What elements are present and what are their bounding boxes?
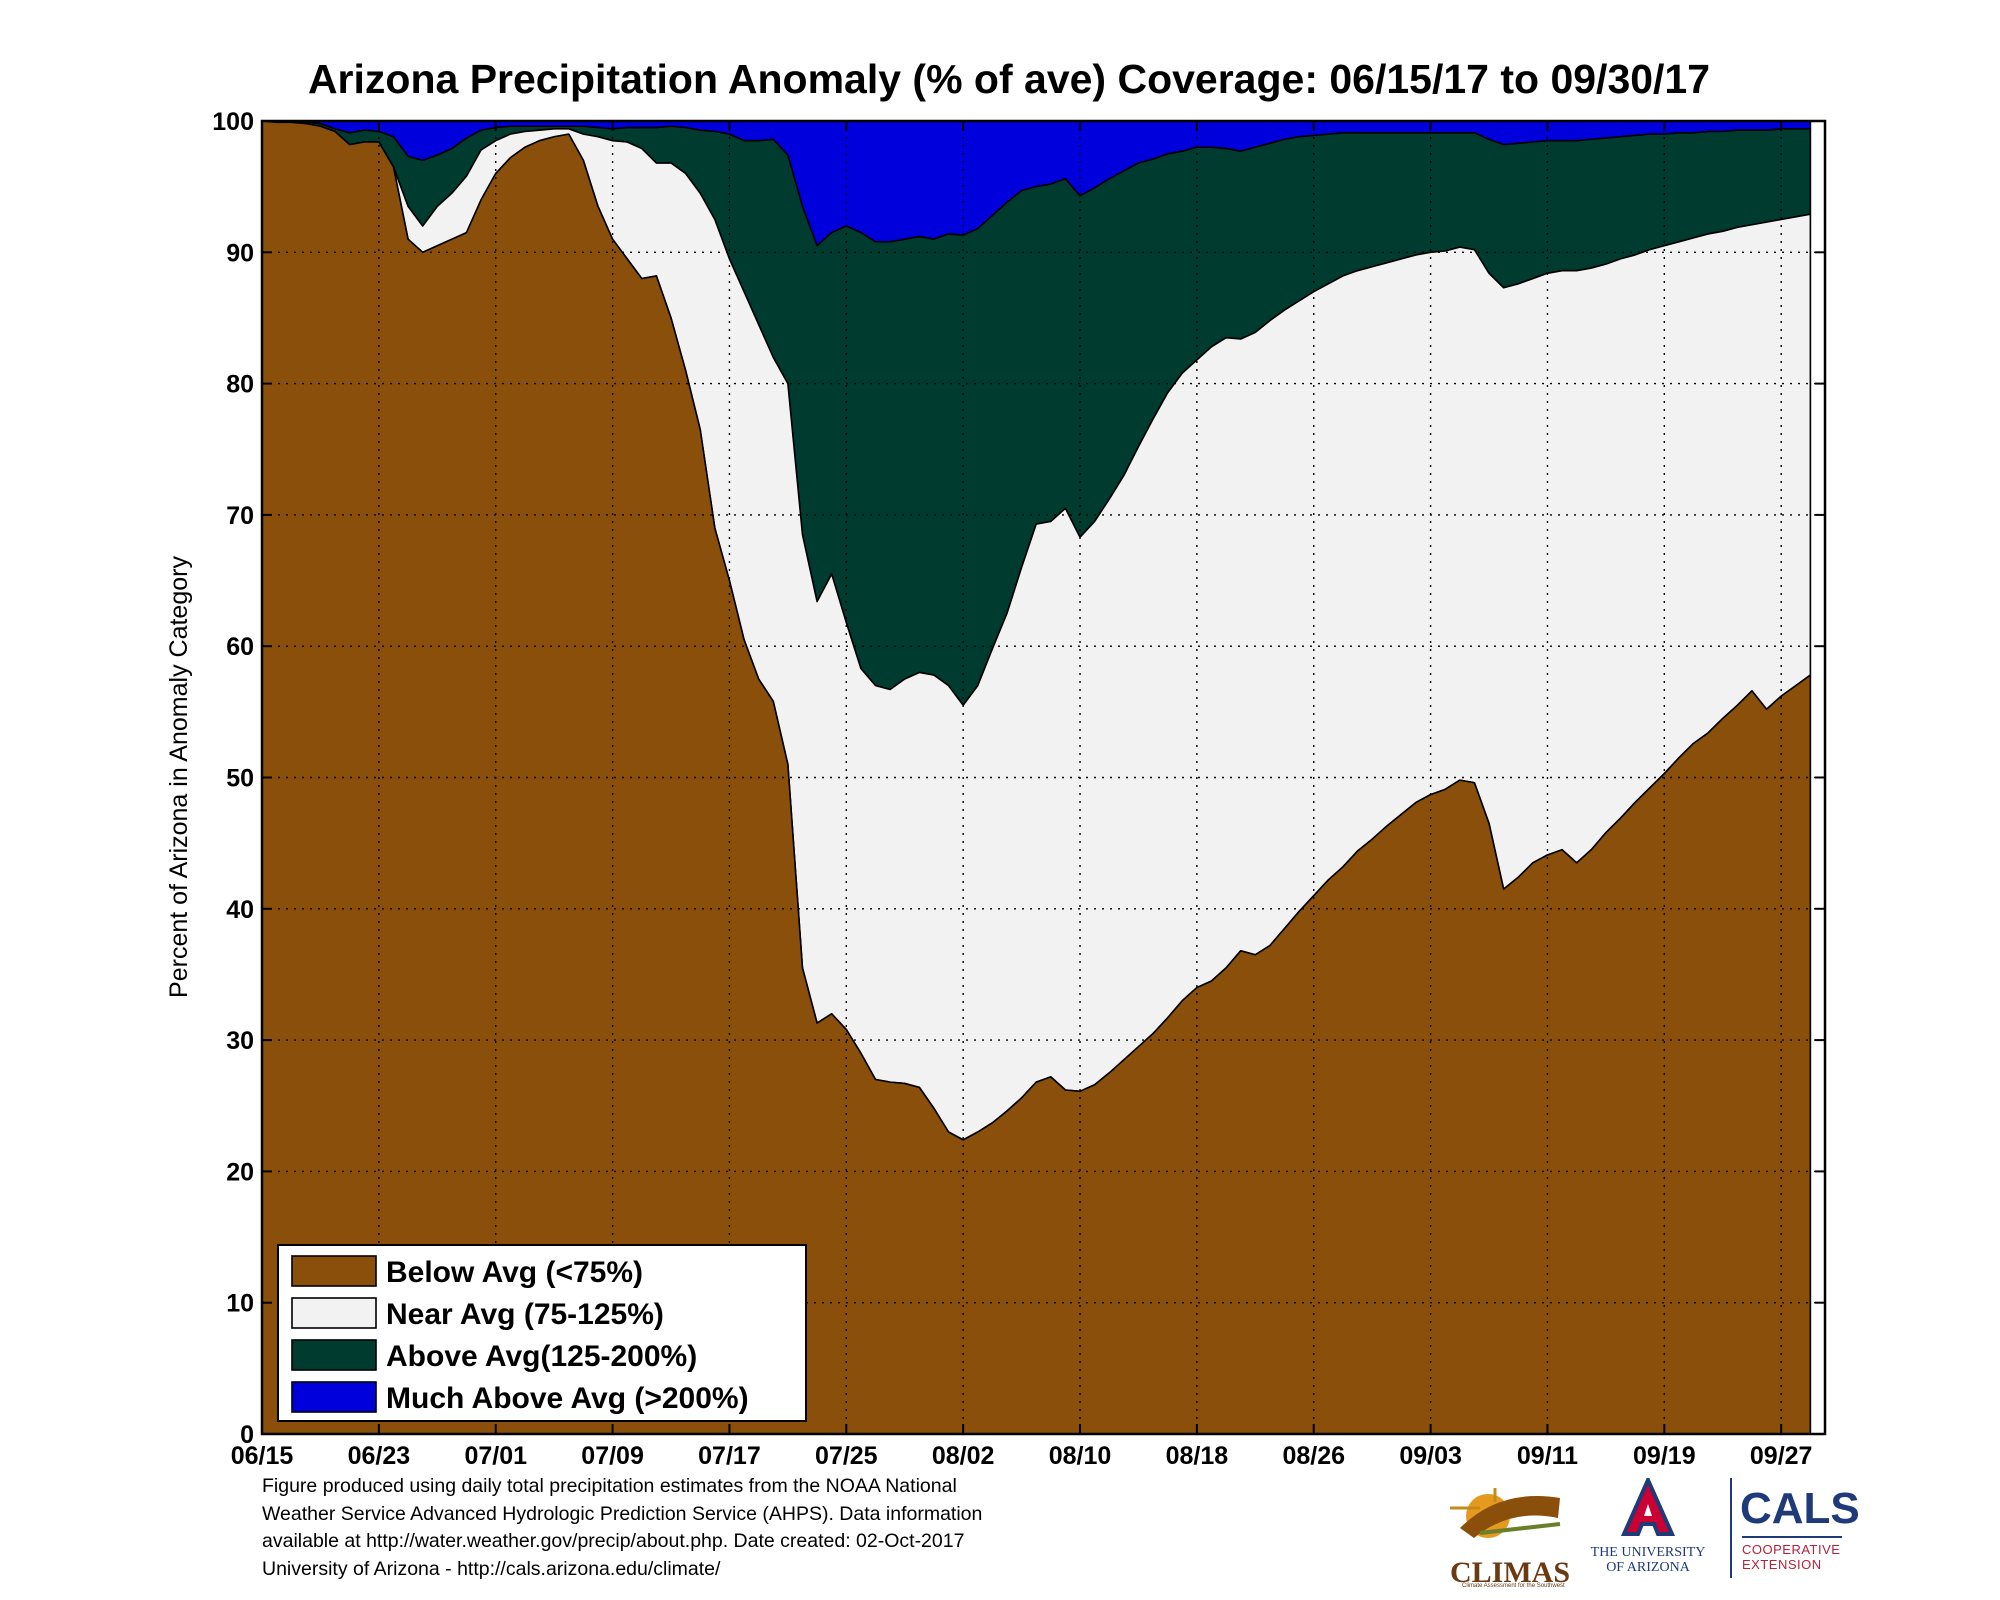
footnote-line: Weather Service Advanced Hydrologic Pred… bbox=[262, 1502, 983, 1525]
y-tick-label: 30 bbox=[226, 1027, 254, 1055]
climas-logo: CLIMAS Climate Assessment for the Southw… bbox=[1440, 1478, 1590, 1589]
chart-title: Arizona Precipitation Anomaly (% of ave)… bbox=[308, 56, 1710, 102]
x-axis: 06/15 06/23 07/01 07/09 07/17 07/25 08/02 08/10… bbox=[231, 121, 1813, 1470]
y-tick-label: 0 bbox=[240, 1421, 254, 1449]
footnote-line: available at http://water.weather.gov/pr… bbox=[262, 1530, 965, 1552]
cals-subtitle-line: COOPERATIVE bbox=[1742, 1542, 1841, 1557]
x-tick-label: 07/17 bbox=[698, 1442, 761, 1470]
x-tick-label: 08/02 bbox=[932, 1442, 995, 1470]
footnote-line: University of Arizona - http://cals.ariz… bbox=[262, 1557, 721, 1580]
x-tick-label: 09/11 bbox=[1517, 1442, 1578, 1470]
legend-label: Below Avg (<75%) bbox=[386, 1256, 643, 1289]
x-tick-label: 08/10 bbox=[1049, 1442, 1112, 1470]
x-tick-label: 07/09 bbox=[581, 1442, 644, 1470]
cals-subtitle: COOPERATIVE EXTENSION bbox=[1742, 1542, 1840, 1572]
legend-swatch bbox=[291, 1339, 377, 1371]
y-tick-label: 20 bbox=[226, 1158, 254, 1186]
grid-lines bbox=[262, 121, 1825, 1434]
x-tick-label: 07/01 bbox=[464, 1442, 527, 1470]
logo-strip: CLIMAS Climate Assessment for the Southw… bbox=[1440, 1475, 1860, 1589]
area-series-group bbox=[261, 120, 1812, 1435]
cals-logo: CALS COOPERATIVE EXTENSION bbox=[1730, 1478, 1860, 1588]
cals-divider bbox=[1730, 1478, 1732, 1578]
x-tick-label: 08/18 bbox=[1166, 1442, 1229, 1470]
climas-emblem-icon bbox=[1450, 1488, 1561, 1538]
x-tick-label: 08/26 bbox=[1282, 1442, 1345, 1470]
area-series-0 bbox=[261, 120, 1812, 1435]
cals-wordmark: CALS bbox=[1740, 1484, 1860, 1533]
x-tick-label: 07/25 bbox=[815, 1442, 878, 1470]
ua-text-line: OF ARIZONA bbox=[1606, 1560, 1690, 1575]
ua-text-line: THE UNIVERSITY bbox=[1590, 1545, 1706, 1560]
y-axis: 0 10 20 30 40 50 60 70 80 90 100 bbox=[212, 108, 1825, 1449]
y-tick-label: 10 bbox=[226, 1290, 254, 1318]
university-of-arizona-logo: THE UNIVERSITY OF ARIZONA bbox=[1583, 1475, 1713, 1588]
legend-swatch bbox=[291, 1381, 377, 1413]
climas-tagline: Climate Assessment for the Southwest bbox=[1462, 1583, 1565, 1589]
x-tick-label: 09/19 bbox=[1633, 1442, 1696, 1470]
y-tick-label: 80 bbox=[226, 371, 254, 399]
cals-subtitle-line: EXTENSION bbox=[1742, 1557, 1822, 1572]
x-tick-label: 06/15 bbox=[231, 1442, 294, 1470]
legend-label: Above Avg(125-200%) bbox=[386, 1340, 697, 1373]
footnote: Figure produced using daily total precip… bbox=[262, 1473, 1142, 1583]
legend-label: Much Above Avg (>200%) bbox=[386, 1382, 749, 1415]
x-tick-label: 09/27 bbox=[1750, 1442, 1813, 1470]
x-tick-label: 06/23 bbox=[348, 1442, 411, 1470]
legend-swatch bbox=[291, 1255, 377, 1287]
y-axis-label: Percent of Arizona in Anomaly Category bbox=[165, 556, 193, 998]
y-tick-label: 50 bbox=[226, 765, 254, 793]
y-tick-label: 40 bbox=[226, 896, 254, 924]
y-tick-label: 100 bbox=[212, 108, 254, 136]
cals-rule bbox=[1742, 1536, 1842, 1538]
climas-wordmark: CLIMAS bbox=[1450, 1556, 1571, 1589]
block-a-icon bbox=[1620, 1475, 1676, 1536]
legend-swatch bbox=[291, 1297, 377, 1329]
x-tick-label: 09/03 bbox=[1399, 1442, 1462, 1470]
legend: Below Avg (<75%) Near Avg (75-125%) Above … bbox=[277, 1244, 807, 1422]
footnote-line: Figure produced using daily total precip… bbox=[262, 1475, 957, 1497]
legend-label: Near Avg (75-125%) bbox=[386, 1298, 664, 1331]
y-tick-label: 70 bbox=[226, 502, 254, 530]
y-tick-label: 60 bbox=[226, 633, 254, 661]
y-tick-label: 90 bbox=[226, 239, 254, 267]
